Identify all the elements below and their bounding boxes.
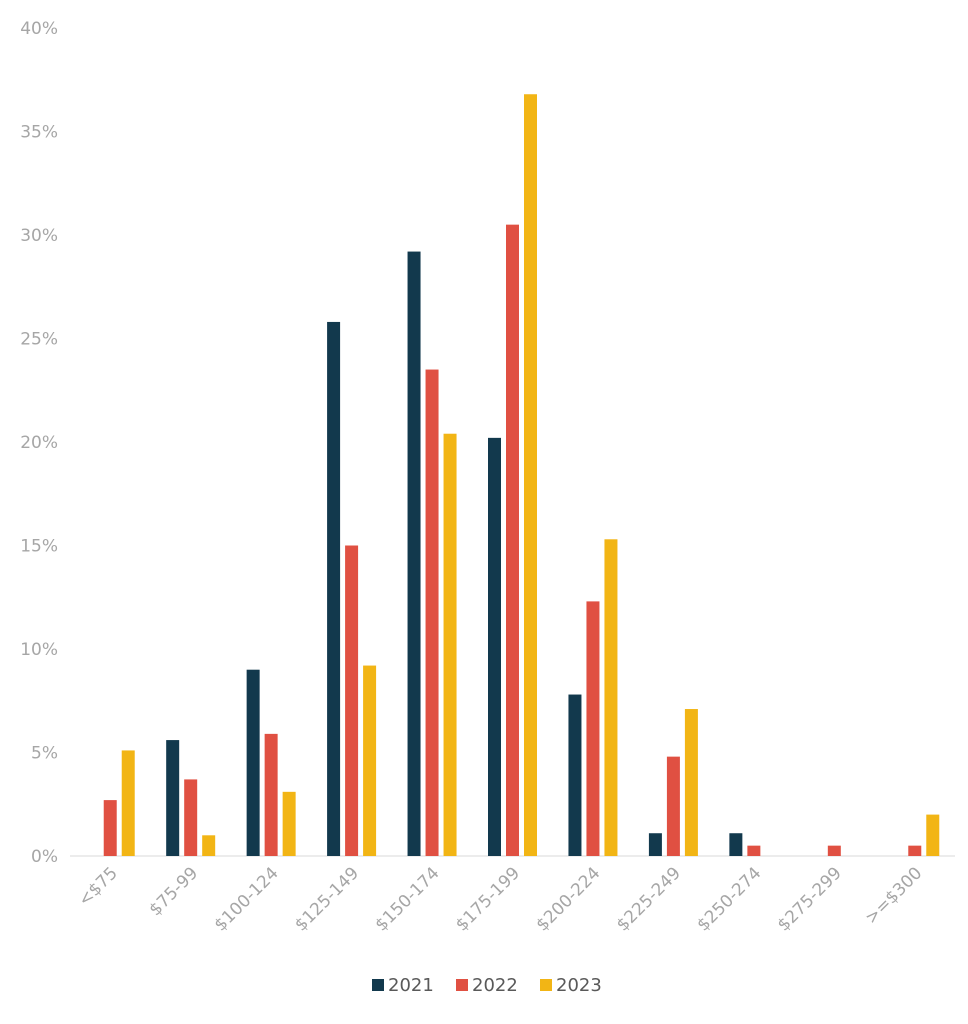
bar-2021-7 <box>648 833 662 856</box>
bar-2021-3 <box>327 321 341 856</box>
bar-2021-1 <box>166 740 180 856</box>
legend: 2021 2022 2023 <box>372 975 602 996</box>
bar-2021-8 <box>729 833 743 856</box>
y-tick-label: 30% <box>20 226 58 246</box>
y-tick-label: 25% <box>20 330 58 350</box>
bar-2022-10 <box>908 845 922 856</box>
legend-swatch-2023 <box>540 979 552 991</box>
legend-label-2023: 2023 <box>556 975 602 996</box>
x-tick-label: $175-199 <box>452 863 524 935</box>
x-tick-label: $75-99 <box>145 863 202 920</box>
bar-2021-6 <box>568 694 582 856</box>
bar-2023-4 <box>443 433 457 856</box>
x-tick-label: $125-149 <box>291 863 363 935</box>
bar-2023-7 <box>684 709 698 856</box>
bar-2022-8 <box>747 845 761 856</box>
bar-2023-6 <box>604 539 618 856</box>
bar-2023-2 <box>282 791 296 856</box>
legend-label-2022: 2022 <box>472 975 518 996</box>
legend-swatch-2022 <box>456 979 468 991</box>
bar-2022-6 <box>586 601 600 856</box>
x-tick-label: $250-274 <box>693 863 765 935</box>
bar-2022-1 <box>184 779 198 856</box>
x-tick-label: $150-174 <box>372 863 444 935</box>
bars-group <box>103 94 940 857</box>
bar-2023-1 <box>202 835 216 856</box>
x-tick-label: >=$300 <box>861 863 926 928</box>
bar-2023-3 <box>363 665 377 856</box>
bar-2022-2 <box>264 733 278 856</box>
x-tick-label: <$75 <box>75 863 122 910</box>
bar-2022-7 <box>666 756 680 856</box>
legend-swatch-2021 <box>372 979 384 991</box>
bar-2022-4 <box>425 369 439 856</box>
y-tick-label: 10% <box>20 640 58 660</box>
x-tick-label: $200-224 <box>532 863 604 935</box>
y-tick-label: 35% <box>20 123 58 143</box>
bar-2021-2 <box>246 669 260 856</box>
y-tick-label: 0% <box>31 847 58 867</box>
bar-2022-9 <box>827 845 841 856</box>
bar-2023-0 <box>121 750 135 856</box>
y-tick-label: 5% <box>31 744 58 764</box>
y-tick-label: 15% <box>20 537 58 557</box>
y-tick-label: 20% <box>20 433 58 453</box>
y-tick-label: 40% <box>20 19 58 39</box>
bar-2022-5 <box>506 224 519 856</box>
bar-2022-3 <box>345 545 359 856</box>
y-axis: 0% 5% 10% 15% 20% 25% 30% 35% 40% <box>20 19 58 867</box>
bar-2021-4 <box>407 251 421 856</box>
x-tick-label: $225-249 <box>613 863 685 935</box>
bar-2023-10 <box>926 814 940 856</box>
x-tick-label: $275-299 <box>774 863 846 935</box>
legend-label-2021: 2021 <box>388 975 434 996</box>
bar-2022-0 <box>103 800 117 856</box>
bar-2021-5 <box>488 437 501 856</box>
bar-2023-5 <box>524 94 537 857</box>
x-tick-label: $100-124 <box>211 863 283 935</box>
x-axis-labels: <$75 $75-99 $100-124 $125-149 $150-174 $175-1… <box>75 863 927 935</box>
